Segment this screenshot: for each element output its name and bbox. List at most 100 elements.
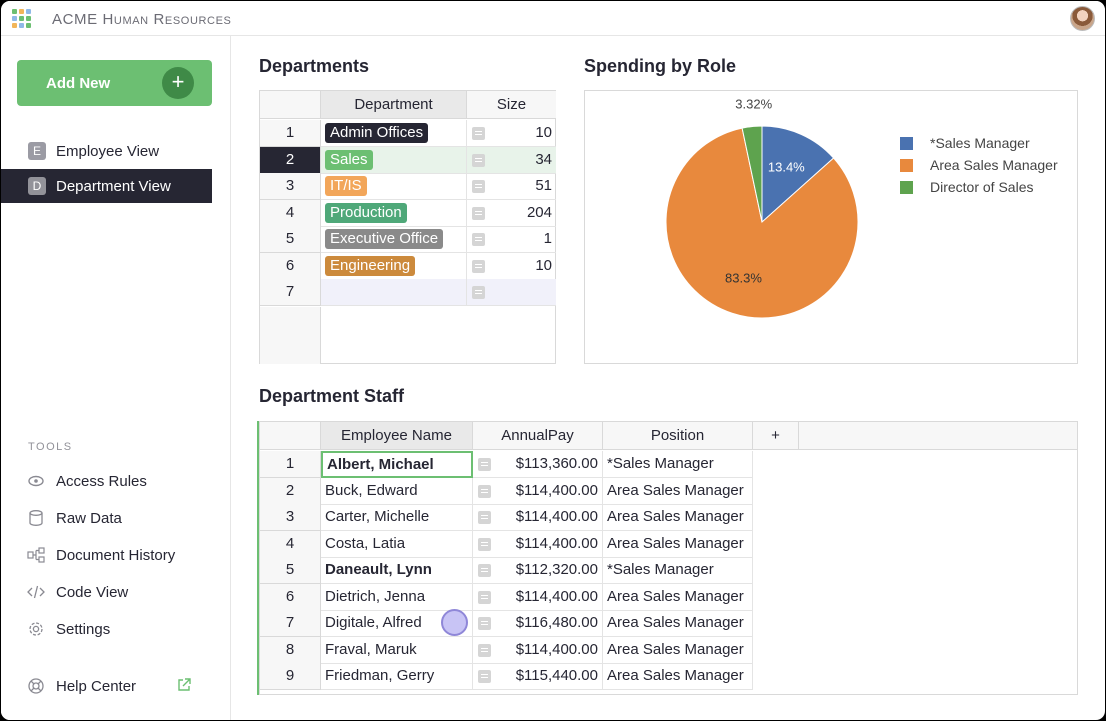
department-cell[interactable]: Production [321,199,467,227]
row-number[interactable]: 4 [260,199,321,227]
help-center-link[interactable]: Help Center [1,671,230,701]
annual-pay-cell[interactable]: $116,480.00 [473,610,603,637]
annual-pay-cell[interactable]: $114,400.00 [473,477,603,505]
position-cell[interactable]: Area Sales Manager [603,477,753,505]
position-cell[interactable]: Area Sales Manager [603,530,753,558]
add-new-button[interactable]: Add New + [17,60,212,106]
add-column-button[interactable]: + [753,422,799,450]
app-title: ACME Human Resources [52,11,232,28]
external-link-icon[interactable] [176,677,192,693]
pie-slice-2[interactable] [741,125,763,223]
annual-pay-cell[interactable]: $114,400.00 [473,504,603,531]
row-number[interactable]: 6 [260,583,321,611]
tool-settings[interactable]: Settings [1,614,230,644]
size-value: 1 [543,230,552,247]
position-cell[interactable]: Area Sales Manager [603,663,753,690]
row-number[interactable]: 3 [260,173,321,200]
row-number[interactable]: 2 [260,477,321,505]
employee-name-cell[interactable]: Daneault, Lynn [321,557,473,584]
corner-header[interactable] [260,422,321,450]
pie-value-label: 83.3% [725,271,762,286]
department-chip: IT/IS [325,176,367,196]
row-number[interactable]: 5 [260,226,321,253]
formula-icon [478,590,491,604]
add-new-label: Add New [46,75,111,92]
plus-icon: + [162,67,194,99]
corner-header[interactable] [260,91,321,119]
row-number[interactable]: 1 [260,451,321,478]
tool-document-history[interactable]: Document History [1,540,230,570]
tool-code-view[interactable]: Code View [1,577,230,607]
annual-pay-value: $116,480.00 [515,614,598,631]
department-cell[interactable] [321,279,467,306]
formula-icon [478,537,491,551]
position-cell[interactable]: Area Sales Manager [603,504,753,531]
employee-name-cell[interactable]: Albert, Michael [321,451,473,478]
employee-name-cell[interactable]: Dietrich, Jenna [321,583,473,611]
department-chip: Engineering [325,255,416,276]
size-cell[interactable]: 204 [467,200,556,227]
legend-label[interactable]: *Sales Manager [930,135,1030,151]
column-header-annual-pay[interactable]: AnnualPay [473,422,603,450]
row-number[interactable]: 4 [260,530,321,558]
department-cell[interactable]: Sales [321,146,467,174]
tool-raw-data[interactable]: Raw Data [1,503,230,533]
row-number[interactable]: 6 [260,252,321,280]
row-number[interactable]: 1 [260,120,321,147]
annual-pay-value: $112,320.00 [515,561,598,578]
database-icon [29,510,43,526]
department-cell[interactable]: IT/IS [321,173,467,200]
department-cell[interactable]: Executive Office [321,226,467,253]
row-number[interactable]: 2 [260,146,321,174]
size-cell[interactable]: 51 [467,173,556,200]
department-cell[interactable]: Engineering [321,252,467,280]
annual-pay-cell[interactable]: $112,320.00 [473,557,603,584]
row-number[interactable]: 5 [260,557,321,584]
column-header-position[interactable]: Position [603,422,753,450]
department-cell[interactable]: Admin Offices [321,120,467,147]
row-number[interactable]: 7 [260,279,321,306]
position-cell[interactable]: Area Sales Manager [603,610,753,637]
pie-slice-1[interactable] [665,127,859,319]
code-icon [27,585,45,599]
app-logo-icon[interactable] [11,8,33,30]
size-cell[interactable]: 1 [467,226,556,253]
position-cell[interactable]: Area Sales Manager [603,583,753,611]
user-avatar[interactable] [1070,6,1095,31]
legend-swatch [900,181,913,194]
department-chip: Sales [325,149,373,170]
row-number[interactable]: 3 [260,504,321,531]
employee-name-cell[interactable]: Fraval, Maruk [321,636,473,664]
column-header-employee-name[interactable]: Employee Name [321,422,473,450]
annual-pay-cell[interactable]: $115,440.00 [473,663,603,690]
employee-name-cell[interactable]: Costa, Latia [321,530,473,558]
size-cell[interactable]: 34 [467,146,556,174]
position-cell[interactable]: *Sales Manager [603,451,753,478]
spending-title: Spending by Role [584,56,737,76]
size-cell[interactable]: 10 [467,253,556,280]
employee-name-cell[interactable]: Friedman, Gerry [321,663,473,690]
legend-label[interactable]: Area Sales Manager [930,157,1058,173]
size-cell[interactable] [467,279,556,306]
row-number[interactable]: 7 [260,610,321,637]
employee-name-cell[interactable]: Digitale, Alfred [321,610,473,637]
annual-pay-cell[interactable]: $114,400.00 [473,636,603,664]
employee-name-cell[interactable]: Buck, Edward [321,477,473,505]
position-cell[interactable]: Area Sales Manager [603,636,753,664]
legend-label[interactable]: Director of Sales [930,179,1033,195]
employee-name-cell[interactable]: Carter, Michelle [321,504,473,531]
nav-employee-view[interactable]: E Employee View [1,134,212,168]
annual-pay-cell[interactable]: $113,360.00 [473,451,603,478]
row-number[interactable]: 8 [260,636,321,664]
size-cell[interactable]: 10 [467,120,556,147]
nav-department-view[interactable]: D Department View [1,169,212,203]
column-header-size[interactable]: Size [467,91,556,119]
gear-icon [29,622,43,636]
row-number[interactable]: 9 [260,663,321,690]
annual-pay-cell[interactable]: $114,400.00 [473,583,603,611]
annual-pay-cell[interactable]: $114,400.00 [473,530,603,558]
tool-access-rules[interactable]: Access Rules [1,466,230,496]
column-header-department[interactable]: Department [321,91,467,119]
pie-slice-0[interactable] [761,125,835,224]
position-cell[interactable]: *Sales Manager [603,557,753,584]
